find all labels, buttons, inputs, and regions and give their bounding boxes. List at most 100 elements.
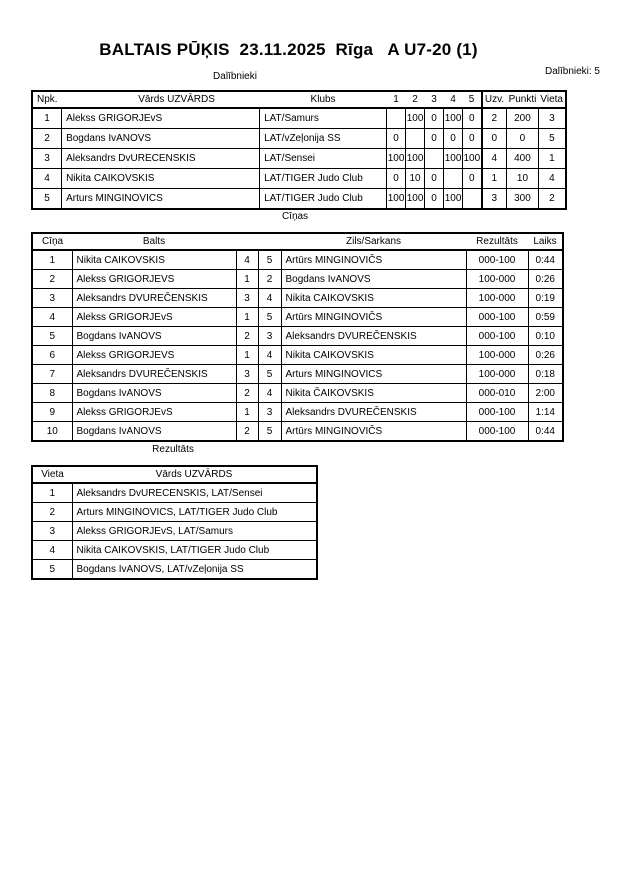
- header-time: Laiks: [528, 233, 563, 251]
- header-fight: Cīņa: [32, 233, 72, 251]
- result-cell: 100-000: [465, 364, 529, 384]
- white-name-cell: Bogdans IvANOVS: [71, 326, 237, 346]
- result-row: 3 Alekss GRIGORJEvS, LAT/Samurs: [31, 521, 318, 541]
- blue-no-cell: 3: [257, 402, 282, 422]
- blue-name-cell: Aleksandrs DVUREČENSKIS: [280, 326, 467, 346]
- place-cell: 3: [31, 521, 73, 541]
- npk-cell: 3: [31, 148, 63, 169]
- place-cell: 4: [537, 168, 567, 189]
- blue-no-cell: 4: [257, 345, 282, 365]
- name-cell: Bogdans IvANOVS: [61, 128, 261, 149]
- fights-table: Cīņa Balts Zils/Sarkans Rezultāts Laiks …: [31, 232, 564, 442]
- time-cell: 1:14: [527, 402, 564, 422]
- white-no-cell: 1: [235, 402, 259, 422]
- header-points: Punkti: [506, 91, 539, 109]
- wins-cell: 0: [480, 128, 508, 149]
- fight-no-cell: 10: [31, 421, 73, 442]
- header-wins: Uzv.: [480, 91, 507, 109]
- score-cell: 0: [424, 128, 445, 149]
- fight-row: 4 Alekss GRIGORJEvS 1 5 Artūrs MINGINOVI…: [31, 307, 564, 327]
- white-name-cell: Aleksandrs DVUREČENSKIS: [71, 364, 237, 384]
- score-cell: 0: [424, 168, 445, 189]
- fight-no-cell: 3: [31, 288, 73, 308]
- place-cell: 4: [31, 540, 73, 560]
- section-label-results: Rezultāts: [152, 444, 194, 455]
- wins-cell: 2: [480, 107, 508, 129]
- white-no-cell: 1: [235, 345, 259, 365]
- white-name-cell: Bogdans IvANOVS: [71, 383, 237, 403]
- white-no-cell: 3: [235, 288, 259, 308]
- white-name-cell: Alekss GRIGORJEVS: [71, 345, 237, 365]
- header-blue-no: [258, 233, 281, 251]
- white-no-cell: 2: [235, 421, 259, 442]
- score-cell: 100: [462, 148, 483, 169]
- fight-no-cell: 2: [31, 269, 73, 289]
- score-cell: 0: [424, 107, 445, 129]
- npk-cell: 4: [31, 168, 63, 189]
- header-name: Vārds UZVĀRDS: [61, 91, 260, 109]
- participants-count: Dalībnieki: 5: [544, 66, 600, 77]
- fight-row: 5 Bogdans IvANOVS 2 3 Aleksandrs DVUREČE…: [31, 326, 564, 346]
- npk-cell: 1: [31, 107, 63, 129]
- name-cell: Aleksandrs DvURECENSKIS: [61, 148, 261, 169]
- result-cell: 000-100: [465, 307, 529, 327]
- score-cell: 100: [443, 107, 464, 129]
- score-cell: 0: [462, 128, 483, 149]
- score-cell: [443, 168, 464, 189]
- header-white-no: [236, 233, 258, 251]
- header-round-1: 1: [386, 91, 406, 109]
- blue-name-cell: Artūrs MINGINOVIČS: [280, 421, 467, 442]
- place-cell: 5: [31, 559, 73, 580]
- points-cell: 400: [506, 148, 539, 169]
- white-no-cell: 2: [235, 383, 259, 403]
- points-cell: 200: [506, 107, 539, 129]
- place-cell: 2: [537, 188, 567, 210]
- blue-name-cell: Nikita ČAIKOVSKIS: [280, 383, 467, 403]
- fight-row: 8 Bogdans IvANOVS 2 4 Nikita ČAIKOVSKIS …: [31, 383, 564, 403]
- header-round-5: 5: [462, 91, 482, 109]
- result-cell: 000-010: [465, 383, 529, 403]
- white-no-cell: 4: [235, 249, 259, 270]
- participant-row: 1 Alekss GRIGORJEvS LAT/Samurs 100 0 100…: [31, 107, 567, 129]
- blue-name-cell: Bogdans IvANOVS: [280, 269, 467, 289]
- blue-no-cell: 5: [257, 249, 282, 270]
- wins-cell: 1: [480, 168, 508, 189]
- place-cell: 3: [537, 107, 567, 129]
- result-cell: 000-100: [465, 421, 529, 442]
- fights-header-row: Cīņa Balts Zils/Sarkans Rezultāts Laiks: [32, 233, 563, 251]
- participant-row: 2 Bogdans IvANOVS LAT/vZeļonija SS 0 0 0…: [31, 128, 567, 149]
- result-cell: 000-100: [465, 249, 529, 270]
- results-header-row: Vieta Vārds UZVĀRDS: [32, 466, 317, 484]
- white-no-cell: 2: [235, 326, 259, 346]
- header-npk: Npk.: [32, 91, 62, 109]
- blue-no-cell: 4: [257, 383, 282, 403]
- participants-table: Npk. Vārds UZVĀRDS Klubs 1 2 3 4 5 Uzv. …: [31, 90, 567, 210]
- result-row: 5 Bogdans IvANOVS, LAT/vZeļonija SS: [31, 559, 318, 580]
- fight-row: 10 Bogdans IvANOVS 2 5 Artūrs MINGINOVIČ…: [31, 421, 564, 442]
- score-cell: 0: [462, 107, 483, 129]
- blue-no-cell: 3: [257, 326, 282, 346]
- fight-row: 2 Alekss GRIGORJEVS 1 2 Bogdans IvANOVS …: [31, 269, 564, 289]
- white-name-cell: Nikita CAIKOVSKIS: [71, 249, 237, 270]
- time-cell: 0:19: [527, 288, 564, 308]
- blue-name-cell: Nikita CAIKOVSKIS: [280, 345, 467, 365]
- score-cell: [424, 148, 445, 169]
- white-no-cell: 1: [235, 269, 259, 289]
- club-cell: LAT/vZeļonija SS: [259, 128, 388, 149]
- time-cell: 0:26: [527, 269, 564, 289]
- blue-name-cell: Artūrs MINGINOVIČS: [280, 249, 467, 270]
- result-row: 4 Nikita CAIKOVSKIS, LAT/TIGER Judo Club: [31, 540, 318, 560]
- blue-no-cell: 2: [257, 269, 282, 289]
- participant-row: 5 Arturs MINGINOVICS LAT/TIGER Judo Club…: [31, 188, 567, 210]
- header-white: Balts: [72, 233, 236, 251]
- header-blue: Zils/Sarkans: [281, 233, 466, 251]
- time-cell: 2:00: [527, 383, 564, 403]
- npk-cell: 5: [31, 188, 63, 210]
- blue-name-cell: Nikita CAIKOVSKIS: [280, 288, 467, 308]
- name-cell: Alekss GRIGORJEvS: [61, 107, 261, 129]
- fight-no-cell: 5: [31, 326, 73, 346]
- score-cell: 100: [405, 107, 426, 129]
- score-cell: 100: [443, 188, 464, 210]
- result-row: 2 Arturs MINGINOVICS, LAT/TIGER Judo Clu…: [31, 502, 318, 522]
